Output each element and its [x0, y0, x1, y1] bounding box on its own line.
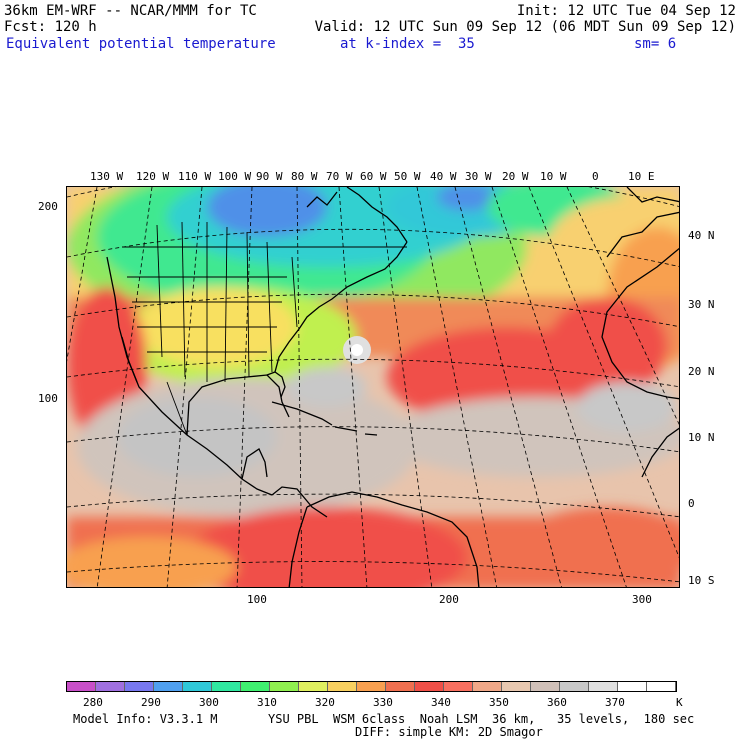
colorbar-unit: K	[676, 696, 683, 709]
lon-label: 110 W	[178, 170, 212, 183]
theta-e-field	[67, 187, 679, 587]
colorbar-swatch	[560, 682, 589, 691]
colorbar-label: 290	[141, 696, 161, 709]
field-name: Equivalent potential temperature	[6, 36, 276, 52]
lon-label: 70 W	[326, 170, 353, 183]
colorbar-label: 310	[257, 696, 277, 709]
colorbar-swatch	[502, 682, 531, 691]
colorbar-swatch	[357, 682, 386, 691]
k-index-label: at k-index = 35	[340, 36, 475, 52]
lon-label: 100 W	[218, 170, 252, 183]
colorbar-swatch	[647, 682, 676, 691]
grid-x-label: 100	[247, 593, 267, 606]
lon-label: 20 W	[502, 170, 529, 183]
lon-label: 120 W	[136, 170, 170, 183]
colorbar-label: 300	[199, 696, 219, 709]
colorbar-swatch	[328, 682, 357, 691]
colorbar-swatch	[67, 682, 96, 691]
colorbar-swatch	[270, 682, 299, 691]
lon-label: 80 W	[291, 170, 318, 183]
lat-label: 20 N	[688, 365, 715, 378]
grid-y-label: 200	[38, 200, 58, 213]
lon-label: 50 W	[394, 170, 421, 183]
lat-label: 40 N	[688, 229, 715, 242]
colorbar-swatch	[125, 682, 154, 691]
map-field-svg	[67, 187, 679, 587]
colorbar-swatch	[154, 682, 183, 691]
lon-label: 10 W	[540, 170, 567, 183]
lon-label: 60 W	[360, 170, 387, 183]
grid-x-label: 200	[439, 593, 459, 606]
lat-label: 0	[688, 497, 695, 510]
colorbar-label: 350	[489, 696, 509, 709]
grid-y-label: 100	[38, 392, 58, 405]
forecast-hour: Fcst: 120 h	[4, 19, 97, 35]
colorbar-swatch	[444, 682, 473, 691]
model-title: 36km EM-WRF -- NCAR/MMM for TC	[4, 3, 257, 19]
colorbar-swatch	[183, 682, 212, 691]
lon-label: 0	[592, 170, 599, 183]
model-info: Model Info: V3.3.1 M	[73, 712, 218, 726]
colorbar-swatch	[241, 682, 270, 691]
colorbar-swatch	[212, 682, 241, 691]
init-time: Init: 12 UTC Tue 04 Sep 12	[516, 3, 736, 19]
lon-label: 40 W	[430, 170, 457, 183]
lat-label: 10 S	[688, 574, 715, 587]
theta-e-map	[66, 186, 680, 588]
lat-label: 30 N	[688, 298, 715, 311]
colorbar-label: 370	[605, 696, 625, 709]
colorbar-swatch	[415, 682, 444, 691]
grid-x-label: 300	[632, 593, 652, 606]
valid-time: Valid: 12 UTC Sun 09 Sep 12 (06 MDT Sun …	[314, 19, 736, 35]
lon-label: 90 W	[256, 170, 283, 183]
lon-label: 30 W	[465, 170, 492, 183]
colorbar-swatch	[96, 682, 125, 691]
colorbar-label: 330	[373, 696, 393, 709]
coastlines	[106, 187, 679, 587]
colorbar-swatch	[299, 682, 328, 691]
colorbar-swatch	[386, 682, 415, 691]
lat-label: 10 N	[688, 431, 715, 444]
colorbar-swatch	[531, 682, 560, 691]
colorbar-swatch	[589, 682, 618, 691]
colorbar	[66, 681, 677, 692]
lon-label: 10 E	[628, 170, 655, 183]
colorbar-label: 320	[315, 696, 335, 709]
colorbar-swatch	[618, 682, 647, 691]
graticule	[67, 187, 679, 587]
storm-eye	[351, 344, 363, 356]
diffusion-info: DIFF: simple KM: 2D Smagor	[355, 725, 543, 739]
physics-info: YSU PBL WSM 6class Noah LSM 36 km, 35 le…	[268, 712, 695, 726]
colorbar-label: 360	[547, 696, 567, 709]
lon-label: 130 W	[90, 170, 124, 183]
colorbar-label: 340	[431, 696, 451, 709]
smoothing-label: sm= 6	[634, 36, 677, 52]
colorbar-swatch	[473, 682, 502, 691]
colorbar-label: 280	[83, 696, 103, 709]
political-borders	[122, 221, 407, 436]
